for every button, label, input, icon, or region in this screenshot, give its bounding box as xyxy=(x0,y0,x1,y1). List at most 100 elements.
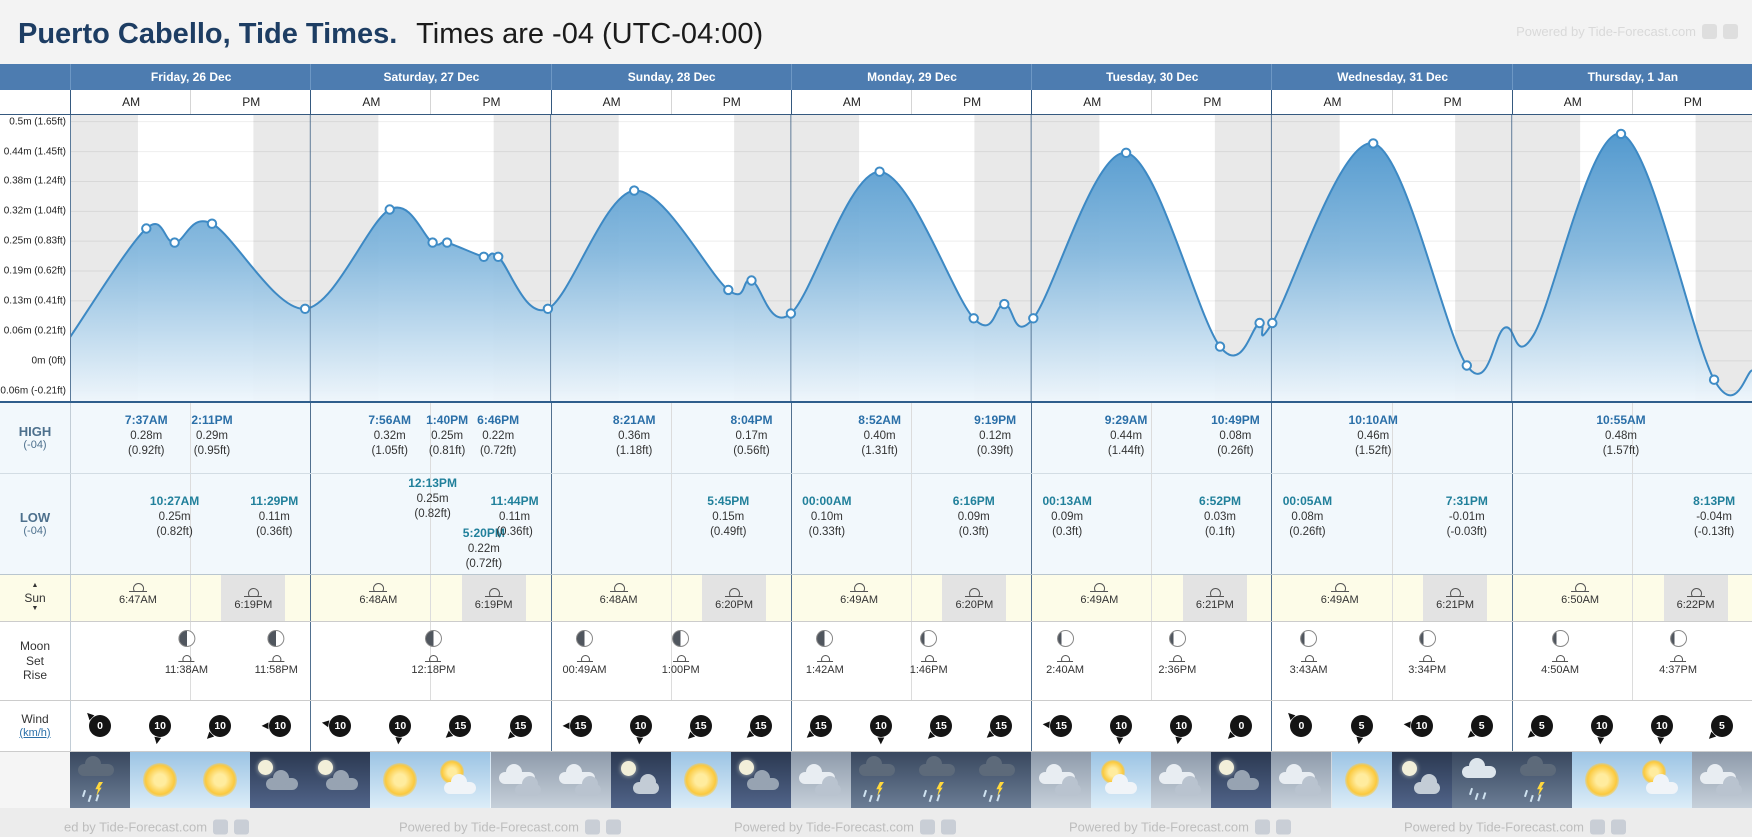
day-separator xyxy=(550,622,552,700)
high-label-text: HIGH xyxy=(18,423,52,439)
ampm-label: PM xyxy=(190,90,311,114)
cloud-icon xyxy=(746,770,779,790)
day-header-cell: Thursday, 1 Jan xyxy=(1511,64,1752,90)
lightning-icon xyxy=(936,782,944,796)
footer-watermark: Powered by Tide-Forecast.com xyxy=(734,819,956,834)
timezone-subtitle: Times are -04 (UTC-04:00) xyxy=(416,17,764,50)
moon-phase-icon xyxy=(1418,630,1436,647)
tide-point-marker xyxy=(746,275,757,286)
tide-time: 10:27AM xyxy=(149,494,200,508)
tide-height-m: 0.29m xyxy=(196,429,228,442)
sun-row: ▲ Sun ▼ 6:47AM 6:19PM 6:48AM 6:19PM 6:48AM 6:… xyxy=(0,575,1752,622)
weather-tile-night-partly xyxy=(1391,752,1453,808)
wind-badge: ▶ 15 xyxy=(503,708,539,744)
lightning-icon xyxy=(996,782,1005,796)
high-row-label: HIGH (-04) xyxy=(0,403,71,473)
weather-tile-rain xyxy=(1451,752,1513,808)
wind-badge: ▶ 0 xyxy=(82,708,118,744)
cloud-icon xyxy=(1175,776,1202,796)
moon-phase-icon xyxy=(1056,630,1074,647)
tide-height-ft: (0.49ft) xyxy=(710,525,747,538)
high-tide-entry: 2:11PM 0.29m (0.95ft) xyxy=(191,413,232,458)
watermark-badge-icon xyxy=(234,819,250,834)
high-tide-entry: 1:40PM 0.25m (0.81ft) xyxy=(426,413,468,458)
tide-height-ft: (0.82ft) xyxy=(156,525,193,538)
half-day-separator xyxy=(1391,474,1393,574)
cloud-icon xyxy=(444,774,477,794)
wind-speed-value: 15 xyxy=(930,715,953,737)
night-shading xyxy=(1695,115,1752,401)
cloud-icon xyxy=(814,776,841,796)
half-day-separator xyxy=(911,575,912,621)
storm-cloud-icon xyxy=(979,756,1016,776)
tide-time: 2:11PM xyxy=(191,413,233,427)
tide-chart-area xyxy=(69,115,1752,401)
moon-rise-entry: 3:43AM xyxy=(1290,630,1328,676)
ampm-label: AM xyxy=(550,90,672,114)
half-day-separator xyxy=(190,575,192,621)
high-tide-entry: 7:37AM 0.28m (0.92ft) xyxy=(125,413,168,458)
wind-direction-arrow-icon: ▶ xyxy=(1042,719,1051,731)
day-separator xyxy=(1511,622,1513,700)
watermark-badge-icon xyxy=(605,819,621,834)
cloud-icon xyxy=(1413,774,1440,794)
tide-height-m: 0.32m xyxy=(373,429,406,442)
weather-tile-night-partly xyxy=(610,752,672,808)
ampm-label: PM xyxy=(1631,90,1752,114)
tide-time: 7:37AM xyxy=(124,413,168,427)
ampm-label: AM xyxy=(310,90,431,114)
high-tide-row: HIGH (-04) 7:37AM 0.28m (0.92ft) 2:11PM 0.29… xyxy=(0,403,1752,474)
low-tide-entry: 5:45PM 0.15m (0.49ft) xyxy=(707,494,749,539)
high-tide-entry: 8:21AM 0.36m (1.18ft) xyxy=(613,413,656,458)
moon-rise-icon xyxy=(816,653,833,662)
watermark-badge-icon xyxy=(1702,24,1717,39)
moon-set-icon xyxy=(1169,653,1186,662)
wind-speed-value: 0 xyxy=(1230,715,1253,737)
weather-tile-sunny xyxy=(1331,752,1393,808)
day-separator xyxy=(790,701,792,751)
tide-point-marker xyxy=(1120,147,1132,158)
lightning-icon xyxy=(95,782,103,796)
day-separator xyxy=(1031,622,1033,700)
rain-icon xyxy=(81,789,87,798)
wind-speed-value: 0 xyxy=(1290,715,1313,737)
moon-rise-label: Rise xyxy=(22,668,47,683)
day-separator xyxy=(1271,474,1273,574)
day-header-cell: Sunday, 28 Dec xyxy=(550,64,792,90)
tide-height-m: 0.25m xyxy=(416,492,449,505)
header-watermark: Powered by Tide-Forecast.com xyxy=(1516,24,1738,39)
moon-set-icon xyxy=(672,653,689,662)
watermark-badge-icon xyxy=(1610,819,1626,834)
tide-time: 11:29PM xyxy=(250,494,299,508)
wind-badge: ▶ 15 xyxy=(743,708,779,744)
moon-rise-icon xyxy=(268,653,285,662)
y-axis-label: 0.38m (1.24ft) xyxy=(3,175,66,187)
cloud-icon xyxy=(266,770,299,790)
watermark-badge-icon xyxy=(1254,819,1270,834)
y-axis-label: 0.5m (1.65ft) xyxy=(9,116,66,128)
low-row-label: LOW (-04) xyxy=(0,474,71,574)
sun-icon xyxy=(203,763,238,797)
wind-speed-value: 10 xyxy=(389,715,412,737)
tide-height-ft: (-0.13ft) xyxy=(1693,525,1735,538)
cloud-icon xyxy=(1715,776,1742,796)
tide-time: 5:20PM xyxy=(462,526,505,540)
sunset-icon xyxy=(1446,586,1465,597)
tide-height-ft: (0.33ft) xyxy=(808,525,846,538)
sunrise-entry: 6:49AM xyxy=(1321,580,1359,606)
tide-point-marker xyxy=(542,303,554,315)
sunset-time: 6:22PM xyxy=(1676,599,1715,611)
moon-set-icon xyxy=(178,653,195,662)
tide-point-marker xyxy=(874,166,885,177)
tide-height-ft: (1.52ft) xyxy=(1354,444,1392,457)
wind-unit-link[interactable]: (km/h) xyxy=(19,726,51,739)
weather-tile-storm xyxy=(911,752,973,808)
high-tz-text: (-04) xyxy=(23,439,47,452)
wind-badge: ▶ 5 xyxy=(1464,708,1500,744)
ampm-label: AM xyxy=(1031,90,1152,114)
y-axis-label: 0.44m (1.45ft) xyxy=(3,146,66,158)
sun-icon xyxy=(143,763,178,797)
day-header-cell: Wednesday, 31 Dec xyxy=(1271,64,1512,90)
tide-point-marker xyxy=(1368,138,1379,149)
high-tide-entry: 8:52AM 0.40m (1.31ft) xyxy=(858,413,901,458)
